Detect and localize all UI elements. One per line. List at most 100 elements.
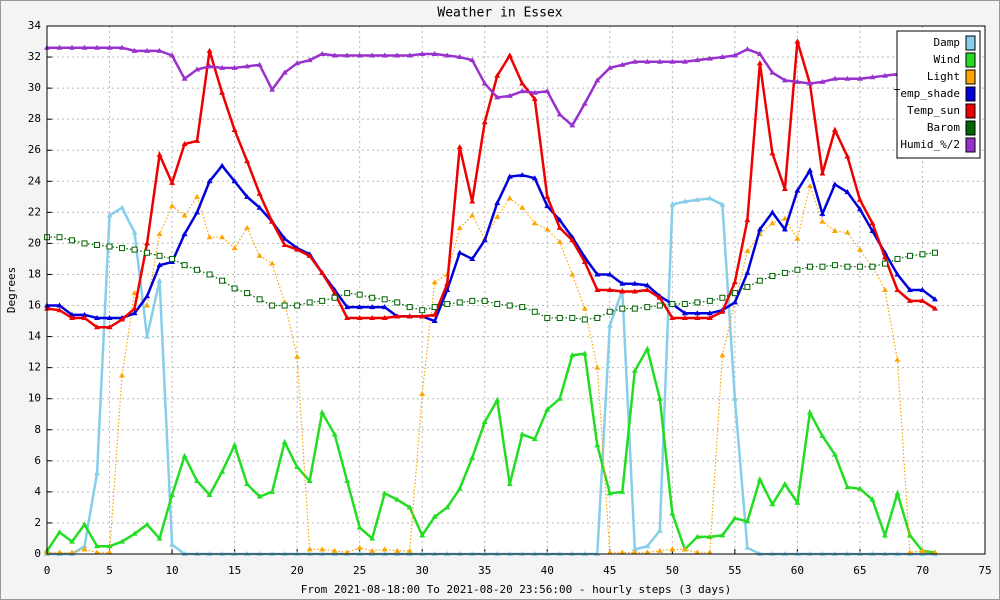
point-marker [394,547,401,553]
point-marker [306,252,313,258]
point-marker [131,310,138,316]
point-marker [181,75,188,81]
point-marker [744,544,751,550]
point-marker [94,470,101,476]
x-tick-label: 75 [978,564,991,577]
point-marker [694,314,701,320]
point-marker [344,549,351,555]
point-marker [644,282,651,288]
point-marker [381,490,388,496]
point-marker [606,308,613,315]
point-marker [781,77,788,83]
point-marker [544,193,551,199]
point-marker [819,432,826,438]
point-marker [794,78,801,84]
point-marker [494,200,501,206]
legend-label: Temp_sun [907,104,960,117]
x-tick-label: 0 [44,564,51,577]
point-marker [431,513,438,519]
point-marker [344,52,351,58]
point-marker [131,246,138,253]
point-marker [106,44,113,50]
x-tick-label: 20 [291,564,304,577]
x-tick-label: 50 [666,564,679,577]
point-marker [531,436,538,442]
x-tick-label: 30 [416,564,429,577]
point-marker [906,549,913,555]
point-marker [931,296,938,302]
point-marker [631,305,638,312]
y-tick-label: 4 [34,485,41,498]
point-marker [231,442,238,448]
point-marker [706,195,713,201]
point-marker [294,302,301,309]
point-marker [481,297,488,304]
point-marker [631,549,638,555]
point-marker [869,74,876,80]
point-marker [381,546,388,552]
point-marker [406,313,413,319]
point-marker [406,547,413,553]
point-marker [244,224,251,230]
point-marker [356,304,363,310]
point-marker [469,198,476,204]
point-marker [356,544,363,550]
point-marker [94,314,101,320]
point-marker [619,61,626,67]
point-marker [656,547,663,553]
point-marker [244,193,251,199]
point-marker [606,322,613,328]
point-marker [69,549,76,555]
point-marker [519,172,526,178]
point-marker [444,52,451,58]
point-marker [706,533,713,539]
point-marker [331,290,338,296]
point-marker [606,549,613,555]
point-marker [444,504,451,510]
point-marker [206,178,213,184]
point-marker [481,237,488,243]
point-marker [881,287,888,292]
point-marker [706,314,713,320]
point-marker [331,52,338,58]
point-marker [156,262,163,268]
point-marker [894,490,901,496]
point-marker [694,533,701,539]
point-marker [556,314,563,321]
point-marker [394,496,401,502]
point-marker [369,294,376,301]
point-marker [544,88,551,94]
point-marker [531,95,538,101]
point-marker [544,203,551,209]
x-tick-label: 60 [791,564,804,577]
point-marker [269,86,276,92]
plot-border [46,25,986,555]
x-tick-label: 65 [853,564,866,577]
point-marker [569,122,576,128]
legend-swatch [965,35,976,51]
point-marker [506,173,513,179]
point-marker [281,69,288,75]
point-marker [931,305,938,311]
point-marker [869,496,876,502]
point-marker [719,352,726,358]
point-marker [606,490,613,496]
point-marker [506,195,513,201]
x-axis-label: From 2021-08-18:00 To 2021-08-20 23:56:0… [301,583,731,596]
point-marker [131,229,138,235]
point-marker [744,46,751,52]
point-marker [569,314,576,321]
point-marker [781,269,788,276]
point-marker [81,521,88,527]
point-marker [481,119,488,125]
point-marker [494,72,501,78]
point-marker [419,313,426,319]
point-marker [519,88,526,94]
point-marker [869,227,876,233]
point-marker [819,263,826,270]
point-marker [544,314,551,321]
y-tick-label: 16 [28,299,41,312]
point-marker [144,302,151,308]
point-marker [556,238,563,244]
legend-label: Humid_%/2 [900,138,960,151]
